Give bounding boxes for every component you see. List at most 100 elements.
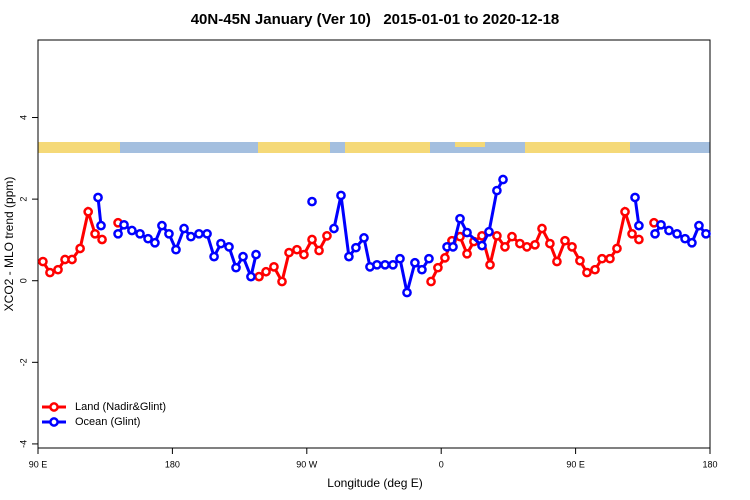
data-point: [90, 228, 100, 239]
y-tick-label: -4: [18, 440, 28, 448]
legend-marker: [49, 417, 59, 427]
data-point: [322, 230, 332, 241]
data-point: [93, 192, 103, 203]
data-point: [507, 231, 517, 242]
y-tick-label: 2: [18, 197, 28, 202]
data-point: [351, 242, 361, 253]
data-point: [216, 238, 226, 249]
data-point: [537, 223, 547, 234]
data-point: [284, 247, 294, 258]
data-point: [75, 243, 85, 254]
data-point: [498, 174, 508, 185]
data-point: [402, 287, 412, 298]
data-point: [462, 248, 472, 259]
data-point: [694, 220, 704, 231]
data-point: [388, 259, 398, 270]
data-point: [194, 228, 204, 239]
data-point: [605, 253, 615, 264]
data-point: [307, 234, 317, 245]
data-point: [224, 242, 234, 252]
data-point: [656, 219, 666, 230]
data-point: [254, 271, 264, 282]
data-point: [344, 251, 354, 262]
plot-frame: [37, 39, 711, 449]
data-point: [299, 249, 309, 260]
data-point: [424, 253, 434, 264]
data-point: [552, 256, 562, 267]
data-point: [336, 190, 346, 201]
data-point: [179, 223, 189, 234]
data-point: [620, 206, 630, 217]
data-point: [372, 259, 382, 270]
data-point: [455, 213, 465, 224]
data-point: [277, 276, 287, 287]
data-point: [292, 244, 302, 255]
data-point: [269, 261, 279, 272]
data-point: [410, 257, 420, 268]
data-point: [135, 228, 145, 239]
data-point: [67, 254, 77, 265]
data-point: [238, 251, 248, 262]
data-point: [113, 228, 123, 239]
data-point: [157, 220, 167, 231]
data-point: [650, 228, 660, 239]
data-point: [307, 196, 317, 207]
data-point: [448, 242, 458, 252]
data-point: [687, 237, 697, 248]
data-point: [314, 245, 324, 256]
data-point: [329, 223, 339, 234]
data-point: [426, 276, 436, 287]
legend-label: Land (Nadir&Glint): [75, 401, 166, 413]
data-point: [545, 238, 555, 249]
legend-label: Ocean (Glint): [75, 416, 140, 428]
data-point: [150, 237, 160, 248]
x-tick-label: 180: [702, 459, 717, 469]
y-tick-label: 4: [18, 115, 28, 120]
x-tick-label: 90 W: [296, 459, 318, 469]
data-point: [380, 259, 390, 270]
data-point: [567, 242, 577, 252]
data-point: [680, 233, 690, 244]
data-point: [522, 242, 532, 252]
data-point: [664, 225, 674, 236]
data-point: [186, 231, 196, 242]
data-point: [231, 262, 241, 273]
x-tick-label: 90 E: [566, 459, 585, 469]
data-point: [127, 225, 137, 236]
data-point: [492, 185, 502, 196]
data-point: [462, 227, 472, 238]
data-point: [96, 220, 106, 231]
x-tick-label: 90 E: [29, 459, 48, 469]
data-point: [701, 228, 711, 239]
data-point: [634, 234, 644, 245]
data-point: [164, 228, 174, 239]
map-strip: [38, 142, 710, 153]
data-point: [251, 249, 261, 260]
data-point: [209, 251, 219, 262]
data-point: [38, 256, 48, 267]
data-point: [395, 253, 405, 264]
data-point: [500, 242, 510, 252]
data-point: [634, 220, 644, 231]
x-tick-label: 180: [165, 459, 180, 469]
data-point: [485, 259, 495, 270]
data-point: [590, 264, 600, 275]
data-point: [171, 244, 181, 255]
chart-title: 40N-45N January (Ver 10) 2015-01-01 to 2…: [191, 11, 560, 28]
data-point: [672, 228, 682, 239]
data-point: [359, 233, 369, 243]
data-point: [560, 235, 570, 246]
data-point: [582, 267, 592, 278]
data-point: [417, 264, 427, 275]
data-point: [612, 243, 622, 254]
data-point: [45, 267, 55, 278]
data-point: [433, 262, 443, 273]
data-point: [53, 264, 63, 275]
data-point: [246, 271, 256, 282]
data-point: [261, 266, 271, 277]
x-axis-label: Longitude (deg E): [327, 476, 422, 490]
data-point: [627, 228, 637, 239]
y-tick-label: -2: [18, 358, 28, 366]
y-tick-label: 0: [18, 278, 28, 283]
data-point: [119, 219, 129, 230]
